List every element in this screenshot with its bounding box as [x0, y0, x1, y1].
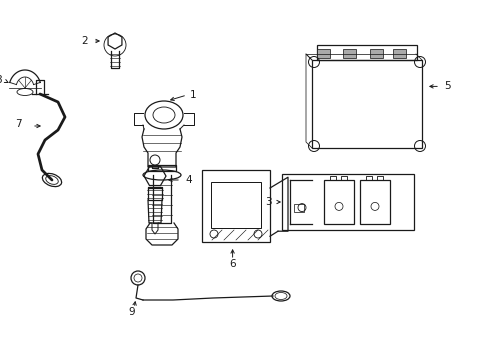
Bar: [202, 170, 269, 242]
Text: 8: 8: [0, 75, 2, 85]
Text: 6: 6: [229, 259, 235, 269]
Text: 2: 2: [81, 36, 88, 46]
Bar: [210, 182, 261, 228]
Text: 4: 4: [184, 175, 191, 185]
Bar: [324, 180, 353, 224]
Bar: [342, 49, 355, 58]
Bar: [311, 60, 421, 148]
Bar: [369, 49, 382, 58]
Bar: [148, 165, 176, 171]
Text: 5: 5: [443, 81, 450, 91]
Text: 1: 1: [190, 90, 196, 100]
Bar: [148, 188, 162, 200]
Bar: [293, 204, 304, 212]
Bar: [316, 45, 416, 60]
Bar: [392, 49, 405, 58]
Bar: [316, 49, 329, 58]
Text: 7: 7: [15, 119, 21, 129]
Bar: [359, 180, 389, 224]
Text: 3: 3: [264, 197, 271, 207]
Bar: [282, 174, 413, 230]
Text: 9: 9: [128, 307, 135, 317]
